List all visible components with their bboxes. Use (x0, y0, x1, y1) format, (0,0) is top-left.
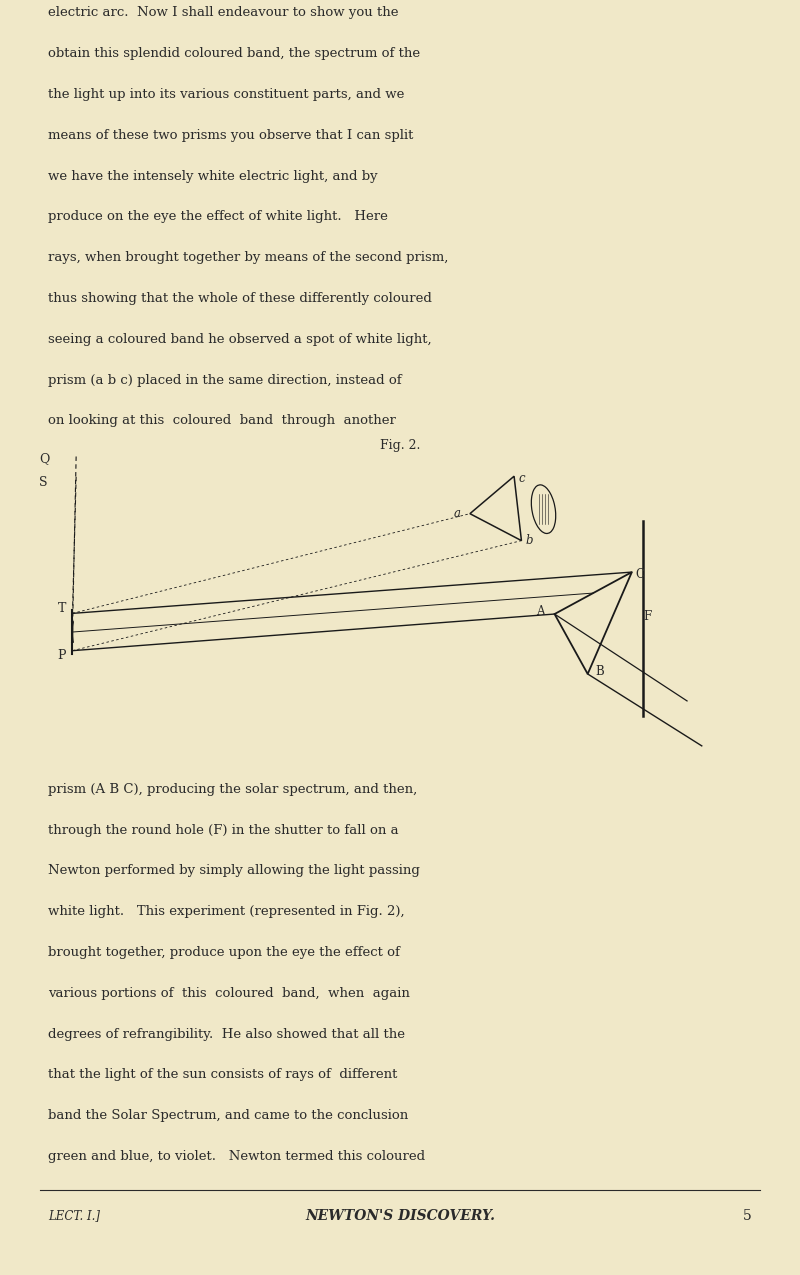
Text: various portions of  this  coloured  band,  when  again: various portions of this coloured band, … (48, 987, 410, 1000)
Text: produce on the eye the effect of white light.   Here: produce on the eye the effect of white l… (48, 210, 388, 223)
Text: band the Solar Spectrum, and came to the conclusion: band the Solar Spectrum, and came to the… (48, 1109, 408, 1122)
Text: thus showing that the whole of these differently coloured: thus showing that the whole of these dif… (48, 292, 432, 305)
Text: degrees of refrangibility.  He also showed that all the: degrees of refrangibility. He also showe… (48, 1028, 405, 1040)
Text: S: S (39, 476, 48, 488)
Text: rays, when brought together by means of the second prism,: rays, when brought together by means of … (48, 251, 448, 264)
Text: means of these two prisms you observe that I can split: means of these two prisms you observe th… (48, 129, 414, 142)
Text: F: F (643, 611, 651, 623)
Text: white light.   This experiment (represented in Fig. 2),: white light. This experiment (represente… (48, 905, 405, 918)
Text: Newton performed by simply allowing the light passing: Newton performed by simply allowing the … (48, 864, 420, 877)
Text: B: B (596, 664, 605, 678)
Text: through the round hole (F) in the shutter to fall on a: through the round hole (F) in the shutte… (48, 824, 398, 836)
Text: A: A (537, 606, 545, 618)
Text: C: C (636, 569, 645, 581)
Text: brought together, produce upon the eye the effect of: brought together, produce upon the eye t… (48, 946, 400, 959)
Text: obtain this splendid coloured band, the spectrum of the: obtain this splendid coloured band, the … (48, 47, 420, 60)
Text: prism (a b c) placed in the same direction, instead of: prism (a b c) placed in the same directi… (48, 374, 402, 386)
Text: Fig. 2.: Fig. 2. (380, 439, 420, 451)
Text: that the light of the sun consists of rays of  different: that the light of the sun consists of ra… (48, 1068, 398, 1081)
Text: T: T (58, 602, 66, 615)
Text: green and blue, to violet.   Newton termed this coloured: green and blue, to violet. Newton termed… (48, 1150, 425, 1163)
Text: P: P (58, 649, 66, 663)
Text: we have the intensely white electric light, and by: we have the intensely white electric lig… (48, 170, 378, 182)
Text: c: c (518, 472, 525, 486)
Text: the light up into its various constituent parts, and we: the light up into its various constituen… (48, 88, 404, 101)
Text: prism (A B C), producing the solar spectrum, and then,: prism (A B C), producing the solar spect… (48, 783, 418, 796)
Text: seeing a coloured band he observed a spot of white light,: seeing a coloured band he observed a spo… (48, 333, 432, 346)
Text: on looking at this  coloured  band  through  another: on looking at this coloured band through… (48, 414, 396, 427)
Text: b: b (526, 534, 533, 547)
Text: LECT. I.]: LECT. I.] (48, 1209, 100, 1221)
Text: NEWTON'S DISCOVERY.: NEWTON'S DISCOVERY. (305, 1209, 495, 1223)
Text: a: a (454, 507, 460, 520)
Text: 5: 5 (743, 1209, 752, 1223)
Text: Q: Q (39, 451, 50, 464)
Text: electric arc.  Now I shall endeavour to show you the: electric arc. Now I shall endeavour to s… (48, 6, 398, 19)
